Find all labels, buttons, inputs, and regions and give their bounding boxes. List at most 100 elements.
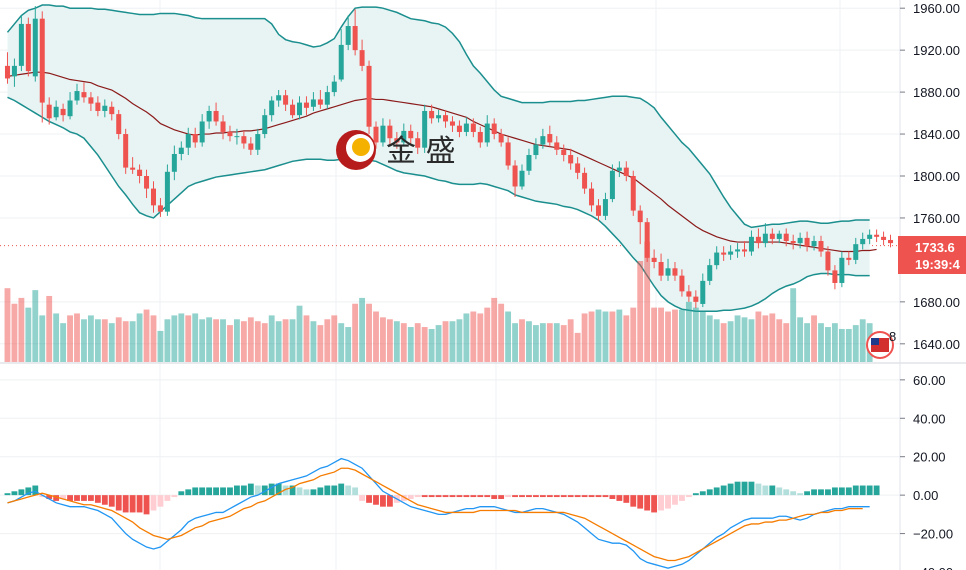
candle[interactable]	[283, 90, 289, 111]
candle[interactable]	[310, 92, 316, 111]
candle[interactable]	[595, 199, 601, 222]
candle[interactable]	[755, 228, 761, 249]
candle[interactable]	[157, 198, 163, 217]
candle[interactable]	[387, 119, 393, 145]
volume-counter[interactable]: 8	[866, 329, 896, 359]
candle[interactable]	[262, 108, 268, 139]
candle[interactable]	[811, 235, 817, 251]
candle[interactable]	[95, 96, 101, 117]
candle[interactable]	[338, 29, 344, 82]
candle[interactable]	[456, 120, 462, 138]
candle[interactable]	[762, 223, 768, 248]
candle[interactable]	[804, 231, 810, 252]
candle[interactable]	[171, 145, 177, 181]
candle[interactable]	[519, 164, 525, 190]
candle[interactable]	[331, 75, 337, 97]
candle[interactable]	[665, 258, 671, 281]
candle[interactable]	[609, 164, 615, 203]
candle[interactable]	[463, 117, 469, 137]
candle[interactable]	[776, 230, 782, 244]
candle[interactable]	[178, 141, 184, 161]
candle[interactable]	[11, 58, 17, 87]
candle[interactable]	[25, 17, 31, 77]
candle[interactable]	[422, 104, 428, 153]
candle[interactable]	[867, 229, 873, 245]
candle[interactable]	[109, 101, 115, 121]
candle[interactable]	[568, 148, 574, 170]
candle[interactable]	[269, 96, 275, 122]
candle[interactable]	[630, 170, 636, 216]
candle[interactable]	[790, 234, 796, 250]
candle[interactable]	[303, 96, 309, 116]
candle[interactable]	[512, 160, 518, 197]
candle[interactable]	[477, 126, 483, 148]
candle[interactable]	[39, 11, 45, 123]
candle[interactable]	[540, 128, 546, 149]
candlestick-layer[interactable]	[4, 6, 894, 309]
candle[interactable]	[554, 136, 560, 156]
candle[interactable]	[102, 99, 108, 118]
candle[interactable]	[839, 251, 845, 288]
candle[interactable]	[53, 100, 59, 121]
candle[interactable]	[602, 192, 608, 221]
candle[interactable]	[888, 234, 894, 248]
candle[interactable]	[394, 131, 400, 149]
candle[interactable]	[32, 6, 38, 82]
candle[interactable]	[116, 109, 122, 140]
candle[interactable]	[359, 39, 365, 72]
candle[interactable]	[255, 128, 261, 156]
candle[interactable]	[561, 144, 567, 162]
candle[interactable]	[693, 290, 699, 309]
candle[interactable]	[721, 246, 727, 261]
candle[interactable]	[575, 157, 581, 180]
candle[interactable]	[185, 127, 191, 156]
candle[interactable]	[227, 125, 233, 142]
candle[interactable]	[248, 137, 254, 156]
candle[interactable]	[449, 116, 455, 132]
candle[interactable]	[192, 127, 198, 148]
candle[interactable]	[206, 105, 212, 129]
candle[interactable]	[832, 265, 838, 290]
candle[interactable]	[547, 125, 553, 147]
candle[interactable]	[491, 118, 497, 140]
candle[interactable]	[130, 157, 136, 174]
candle[interactable]	[241, 130, 247, 149]
candle[interactable]	[67, 92, 73, 120]
candle[interactable]	[199, 114, 205, 147]
candle[interactable]	[443, 109, 449, 128]
candle[interactable]	[345, 15, 351, 51]
candle[interactable]	[164, 164, 170, 216]
candle[interactable]	[623, 161, 629, 182]
candle[interactable]	[324, 85, 330, 109]
candle[interactable]	[234, 128, 240, 145]
candle[interactable]	[4, 52, 10, 84]
candle[interactable]	[401, 123, 407, 147]
candle[interactable]	[81, 82, 87, 103]
candle[interactable]	[825, 246, 831, 276]
candle[interactable]	[505, 137, 511, 170]
candle[interactable]	[686, 285, 692, 302]
candle[interactable]	[470, 118, 476, 138]
candle[interactable]	[651, 249, 657, 269]
candle[interactable]	[74, 83, 80, 105]
candle[interactable]	[679, 269, 685, 297]
candle[interactable]	[748, 230, 754, 256]
candle[interactable]	[60, 103, 66, 122]
candle[interactable]	[874, 229, 880, 243]
candle[interactable]	[582, 167, 588, 194]
candle[interactable]	[735, 243, 741, 258]
candle[interactable]	[818, 235, 824, 257]
candle[interactable]	[436, 109, 442, 123]
candle[interactable]	[408, 124, 414, 145]
candle[interactable]	[137, 164, 143, 184]
candle[interactable]	[366, 60, 372, 135]
candle[interactable]	[18, 15, 24, 72]
candle[interactable]	[526, 148, 532, 175]
candle[interactable]	[220, 115, 226, 140]
candle[interactable]	[144, 169, 150, 199]
candle[interactable]	[533, 138, 539, 160]
candle[interactable]	[672, 262, 678, 281]
candle[interactable]	[352, 9, 358, 56]
candle[interactable]	[484, 115, 490, 147]
candle[interactable]	[498, 128, 504, 147]
